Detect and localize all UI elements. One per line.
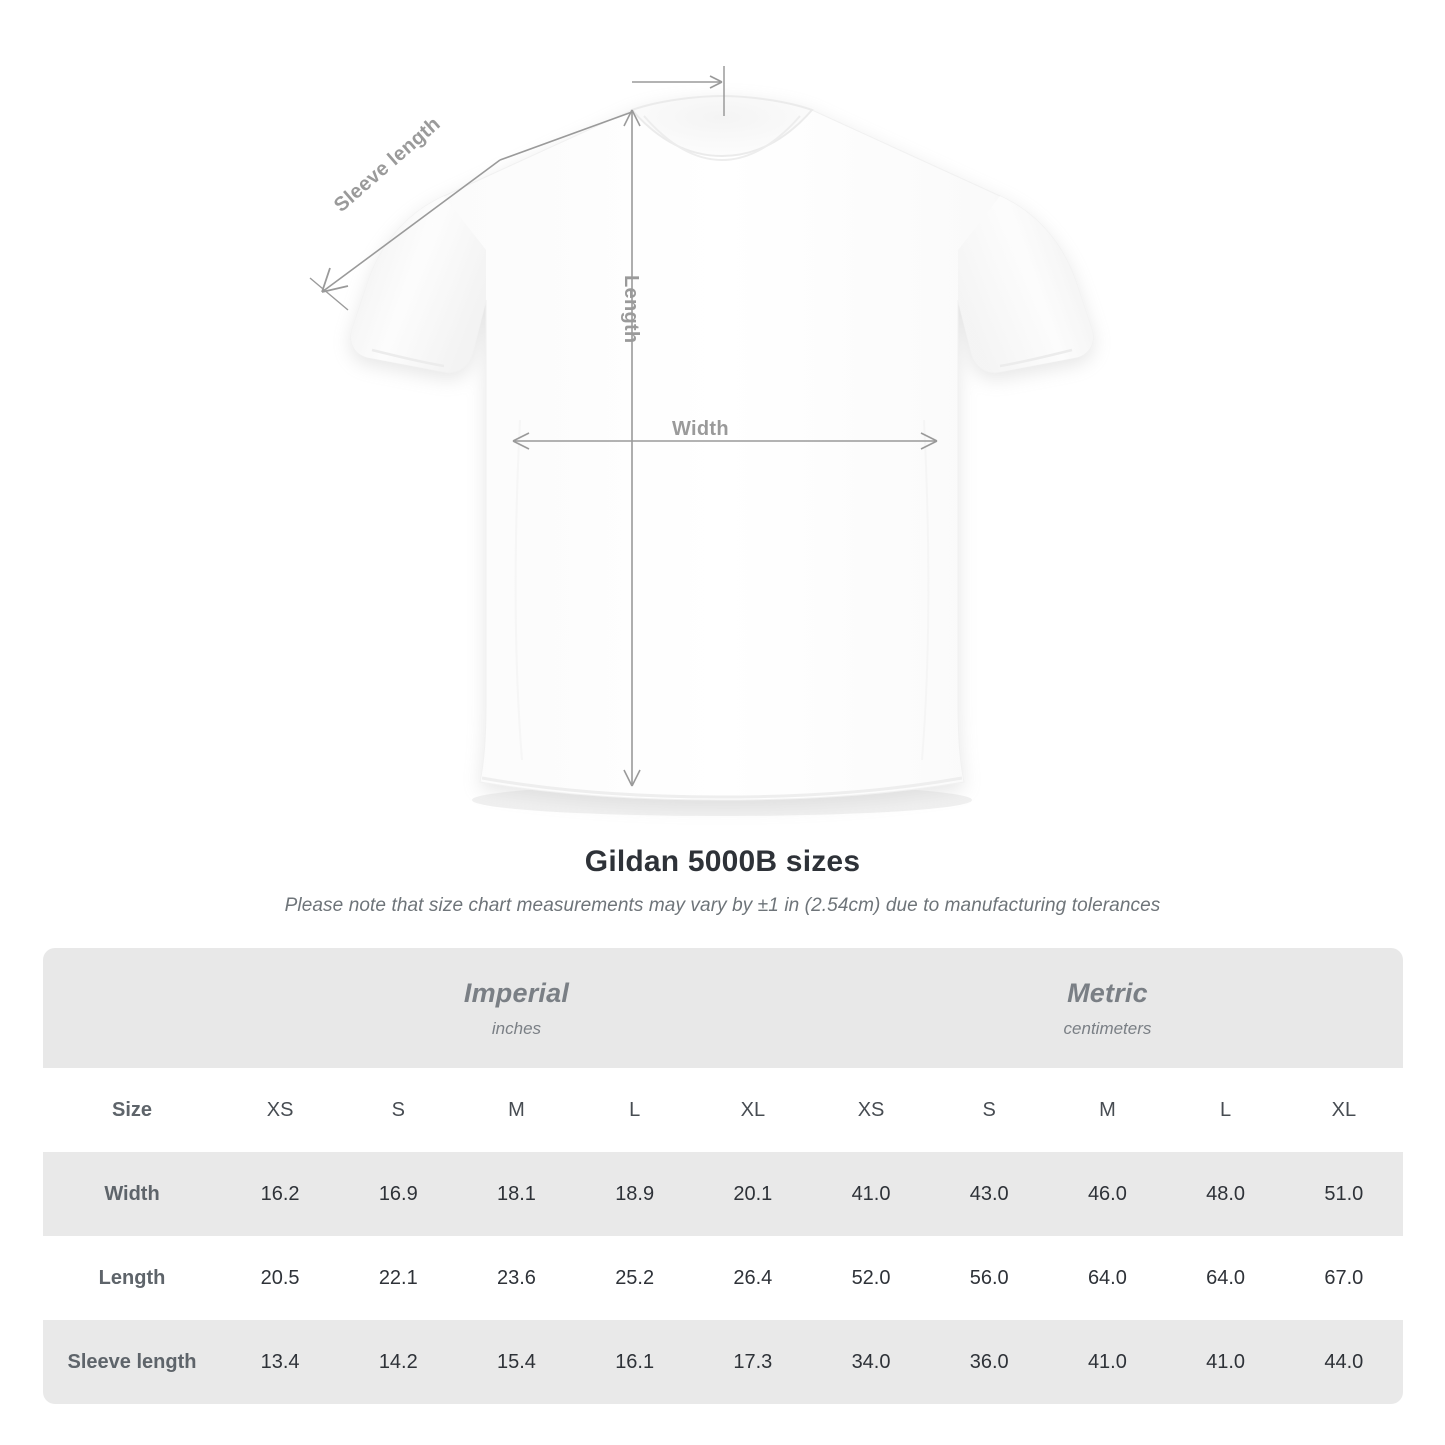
- cell-width-s-imperial: 16.9: [378, 1182, 418, 1205]
- cell-sleeve-xl-metric: 44.0: [1324, 1350, 1364, 1373]
- cell-sleeve-xl-imperial: 17.3: [733, 1350, 773, 1373]
- size-chart-table: Imperial inches Metric centimeters Size …: [43, 948, 1403, 1404]
- cell-length-s-imperial: 22.1: [378, 1266, 418, 1289]
- tshirt-illustration: [309, 66, 1094, 816]
- size-header-xl-imperial: XL: [740, 1098, 766, 1121]
- width-arrowhead-right: [920, 432, 938, 450]
- shirt-sleeve-left: [350, 196, 486, 373]
- size-header-xl-metric: XL: [1331, 1098, 1357, 1121]
- row-label-width: Width: [104, 1182, 160, 1205]
- length-label: Length: [620, 275, 642, 344]
- cell-width-xl-imperial: 20.1: [733, 1182, 773, 1205]
- size-header-xs-imperial: XS: [266, 1098, 294, 1121]
- cell-sleeve-s-imperial: 14.2: [378, 1350, 418, 1373]
- row-label-sleeve-length: Sleeve length: [67, 1350, 197, 1373]
- fold-left: [514, 419, 523, 761]
- cell-width-m-imperial: 18.1: [497, 1182, 536, 1205]
- collar-inner-line: [643, 115, 801, 162]
- width-arrowhead-left: [512, 432, 530, 450]
- sleeve-hem-right: [999, 348, 1073, 368]
- size-header-s-metric: S: [982, 1098, 996, 1121]
- sleeve-hem-left: [371, 348, 445, 368]
- cell-length-xl-imperial: 26.4: [733, 1266, 773, 1289]
- cell-length-xs-imperial: 20.5: [260, 1266, 300, 1289]
- cell-width-l-imperial: 18.9: [615, 1182, 655, 1205]
- size-header-m-metric: M: [1099, 1098, 1116, 1121]
- cell-width-l-metric: 48.0: [1206, 1182, 1246, 1205]
- cell-width-xs-imperial: 16.2: [260, 1182, 300, 1205]
- shirt-collar: [630, 94, 814, 158]
- cell-width-s-metric: 43.0: [969, 1182, 1009, 1205]
- unit-group-imperial: Imperial inches: [221, 948, 812, 1068]
- sleeve-end-tick: [309, 277, 349, 311]
- size-header-row: Size XS S M L XL XS S M L XL: [43, 1068, 1403, 1152]
- cell-sleeve-xs-metric: 34.0: [851, 1350, 891, 1373]
- unit-header-row: Imperial inches Metric centimeters: [43, 948, 1403, 1068]
- cell-sleeve-l-imperial: 16.1: [615, 1350, 655, 1373]
- unit-group-imperial-sub: inches: [491, 1018, 542, 1038]
- size-header-m-imperial: M: [508, 1098, 525, 1121]
- width-label: Width: [672, 418, 729, 440]
- sleeve-measure-line: [321, 159, 501, 293]
- size-header-l-imperial: L: [629, 1098, 641, 1121]
- unit-group-metric-sub: centimeters: [1063, 1018, 1152, 1038]
- sleeve-guide-upper: [499, 111, 633, 161]
- size-header-l-metric: L: [1220, 1098, 1232, 1121]
- cell-sleeve-xs-imperial: 13.4: [260, 1350, 300, 1373]
- cell-width-m-metric: 46.0: [1087, 1182, 1127, 1205]
- cell-sleeve-m-metric: 41.0: [1087, 1350, 1127, 1373]
- size-header-xs-metric: XS: [857, 1098, 885, 1121]
- row-label-length: Length: [98, 1266, 166, 1289]
- table-row-width: Width 16.2 16.9 18.1 18.9 20.1 41.0 43.0…: [43, 1152, 1403, 1236]
- cell-length-s-metric: 56.0: [969, 1266, 1009, 1289]
- table-row-length: Length 20.5 22.1 23.6 25.2 26.4 52.0 56.…: [43, 1236, 1403, 1320]
- title-block: Gildan 5000B sizes Please note that size…: [0, 845, 1445, 917]
- page-title: Gildan 5000B sizes: [584, 845, 861, 878]
- cell-length-m-metric: 64.0: [1087, 1266, 1127, 1289]
- table-row-sleeve-length: Sleeve length 13.4 14.2 15.4 16.1 17.3 3…: [43, 1320, 1403, 1404]
- size-header-label: Size: [111, 1098, 153, 1121]
- length-arrowhead-bottom: [623, 769, 641, 787]
- size-header-s-imperial: S: [391, 1098, 405, 1121]
- cell-width-xl-metric: 51.0: [1324, 1182, 1364, 1205]
- cell-length-xs-metric: 52.0: [851, 1266, 891, 1289]
- page-subtitle: Please note that size chart measurements…: [284, 895, 1161, 916]
- shirt-sleeve-right: [958, 196, 1094, 373]
- unit-group-metric-name: Metric: [1067, 977, 1148, 1008]
- cell-sleeve-m-imperial: 15.4: [497, 1350, 536, 1373]
- cell-sleeve-s-metric: 36.0: [969, 1350, 1009, 1373]
- measurement-lines: [309, 66, 938, 787]
- cell-length-l-imperial: 25.2: [615, 1266, 655, 1289]
- cell-length-m-imperial: 23.6: [497, 1266, 536, 1289]
- cell-width-xs-metric: 41.0: [851, 1182, 891, 1205]
- unit-spacer-cell: [43, 948, 221, 1068]
- top-arrowhead: [709, 75, 723, 89]
- unit-group-metric: Metric centimeters: [812, 948, 1403, 1068]
- tshirt-diagram: Sleeve length Length Width: [309, 66, 1094, 816]
- cell-sleeve-l-metric: 41.0: [1206, 1350, 1246, 1373]
- fold-right: [921, 419, 930, 761]
- cell-length-xl-metric: 67.0: [1324, 1266, 1364, 1289]
- shirt-bottom-hem: [481, 776, 963, 799]
- length-arrowhead-top: [623, 109, 641, 127]
- unit-group-imperial-name: Imperial: [463, 977, 570, 1008]
- shirt-body-group: [350, 94, 1094, 801]
- shirt-silhouette: [350, 95, 1094, 801]
- cell-length-l-metric: 64.0: [1206, 1266, 1246, 1289]
